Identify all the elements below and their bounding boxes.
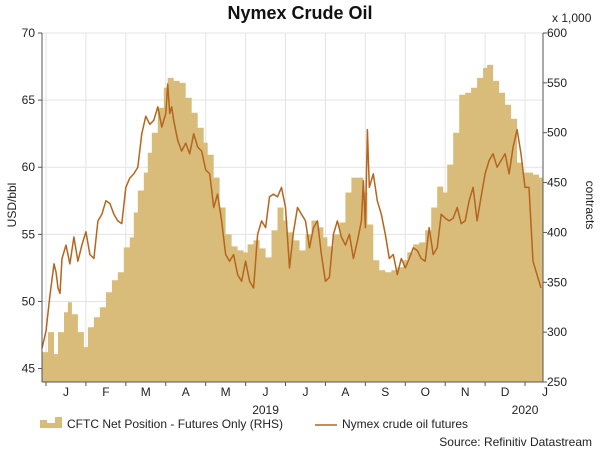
month-tick-label: F	[102, 385, 109, 399]
month-tick-label: J	[542, 385, 548, 399]
chart-title: Nymex Crude Oil	[227, 3, 372, 23]
left-tick-label: 70	[22, 26, 36, 40]
cftc-net-position-area	[42, 64, 543, 383]
right-tick-label: 600	[547, 26, 567, 40]
right-tick-label: 450	[547, 176, 567, 190]
right-tick-label: 350	[547, 275, 567, 289]
legend-line-label: Nymex crude oil futures	[342, 417, 468, 431]
nymex-crude-oil-futures-line	[41, 83, 542, 349]
left-tick-labels: 45 50 55 60 65 70	[22, 26, 36, 376]
legend-area-swatch	[40, 417, 62, 428]
left-tick-label: 45	[22, 362, 36, 376]
source-note: Source: Refinitiv Datastream	[439, 435, 592, 449]
month-tick-label: M	[141, 385, 151, 399]
month-tick-label: A	[182, 385, 190, 399]
year-label-2020: 2020	[512, 403, 539, 417]
right-tick-label: 250	[547, 375, 567, 389]
nymex-line-series	[41, 83, 542, 349]
month-tick-label: A	[341, 385, 349, 399]
month-tick-label: J	[263, 385, 269, 399]
left-tick-label: 60	[22, 160, 36, 174]
month-tick-label: J	[302, 385, 308, 399]
right-tick-label: 400	[547, 225, 567, 239]
left-tick-label: 50	[22, 294, 36, 308]
legend-area-label: CFTC Net Position - Futures Only (RHS)	[67, 417, 283, 431]
right-tick-label: 550	[547, 76, 567, 90]
month-tick-label: M	[221, 385, 231, 399]
axes	[38, 32, 547, 386]
month-tick-label: N	[461, 385, 470, 399]
year-label-2019: 2019	[252, 403, 279, 417]
left-axis-label: USD/bbl	[5, 183, 19, 228]
left-tick-label: 55	[22, 227, 36, 241]
month-tick-label: D	[501, 385, 510, 399]
legend: CFTC Net Position - Futures Only (RHS) N…	[40, 417, 468, 431]
month-tick-label: S	[381, 385, 389, 399]
right-tick-labels: 250 300 350 400 450 500 550 600	[547, 26, 567, 389]
cftc-area-series	[42, 64, 543, 383]
month-tick-label: O	[421, 385, 430, 399]
year-tick-labels: 2019 2020	[252, 403, 539, 417]
right-axis-label: contracts	[583, 181, 597, 230]
right-axis-unit-note: x 1,000	[552, 11, 592, 25]
left-tick-label: 65	[22, 93, 36, 107]
right-tick-label: 500	[547, 126, 567, 140]
month-tick-label: J	[63, 385, 69, 399]
right-tick-label: 300	[547, 325, 567, 339]
